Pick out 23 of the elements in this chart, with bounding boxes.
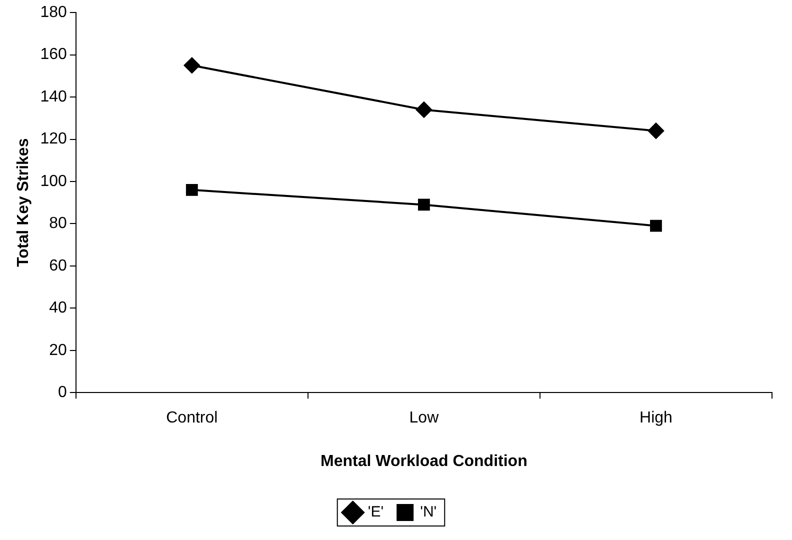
legend-label: 'E': [368, 504, 384, 521]
y-tick-label: 120: [40, 130, 67, 148]
y-axis-title: Total Key Strikes: [15, 138, 32, 267]
point: [418, 198, 430, 211]
legend-label: 'N': [420, 504, 437, 521]
x-tick-label: Control: [166, 410, 218, 427]
y-tick-label: 40: [49, 300, 67, 317]
point: [184, 57, 200, 74]
y-tick-label: 160: [40, 46, 67, 64]
y-tick-label: 60: [49, 257, 67, 274]
y-tick-label: 20: [49, 342, 67, 359]
y-tick-label: 180: [40, 4, 67, 22]
y-tick-label: 0: [58, 384, 67, 402]
x-axis-title: Mental Workload Condition: [320, 452, 528, 470]
x-tick-label: High: [640, 410, 672, 427]
point: [186, 184, 198, 196]
y-tick-label: 80: [49, 215, 67, 232]
point: [650, 220, 662, 232]
y-tick-label: 140: [40, 88, 67, 106]
point: [416, 102, 432, 118]
x-tick-label: Low: [409, 410, 440, 427]
y-tick-label: 100: [40, 172, 67, 190]
point: [648, 122, 664, 139]
